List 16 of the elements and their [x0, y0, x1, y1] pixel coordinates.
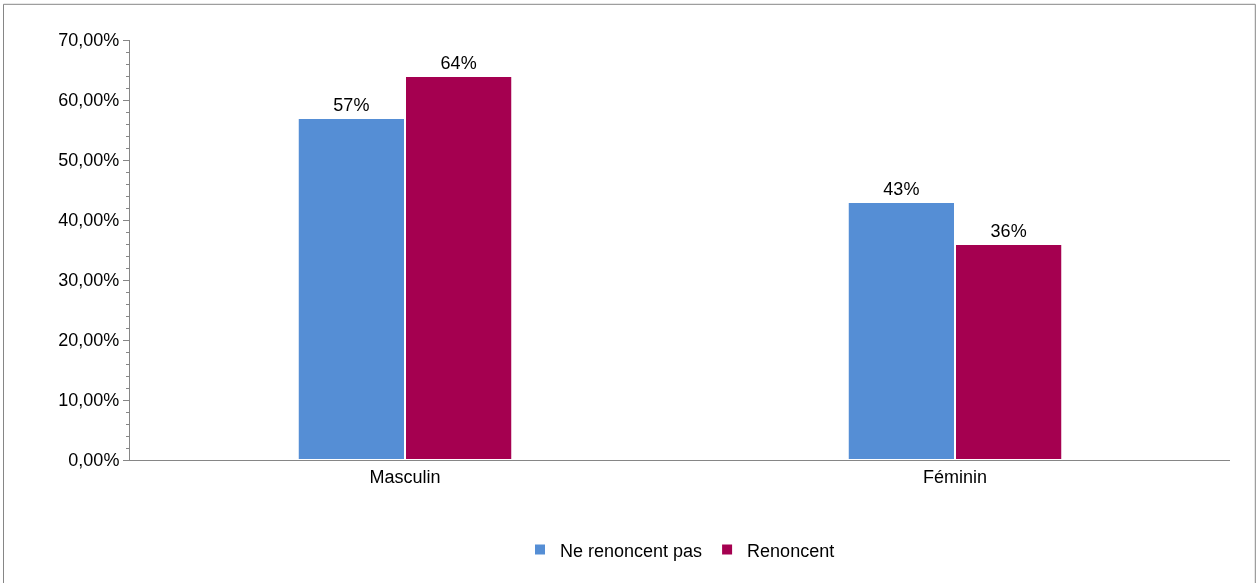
y-tick-label: 0,00%: [68, 450, 120, 471]
x-tick-label: Féminin: [922, 466, 988, 487]
legend-label: Ne renoncent pas: [560, 540, 703, 561]
y-tick-label: 10,00%: [58, 390, 120, 411]
data-label: 43%: [883, 179, 920, 199]
y-tick-label: 60,00%: [58, 90, 120, 111]
y-tick-label: 20,00%: [58, 330, 120, 351]
y-tick-label: 40,00%: [58, 210, 120, 231]
y-tick-label: 70,00%: [58, 30, 120, 51]
y-tick-label: 50,00%: [58, 150, 120, 171]
x-tick-label: Masculin: [369, 466, 441, 487]
data-label: 57%: [333, 95, 370, 115]
data-label: 64%: [440, 53, 477, 73]
legend-label: Renoncent: [747, 540, 835, 561]
y-tick-label: 30,00%: [58, 270, 120, 291]
data-label: 36%: [990, 221, 1027, 241]
